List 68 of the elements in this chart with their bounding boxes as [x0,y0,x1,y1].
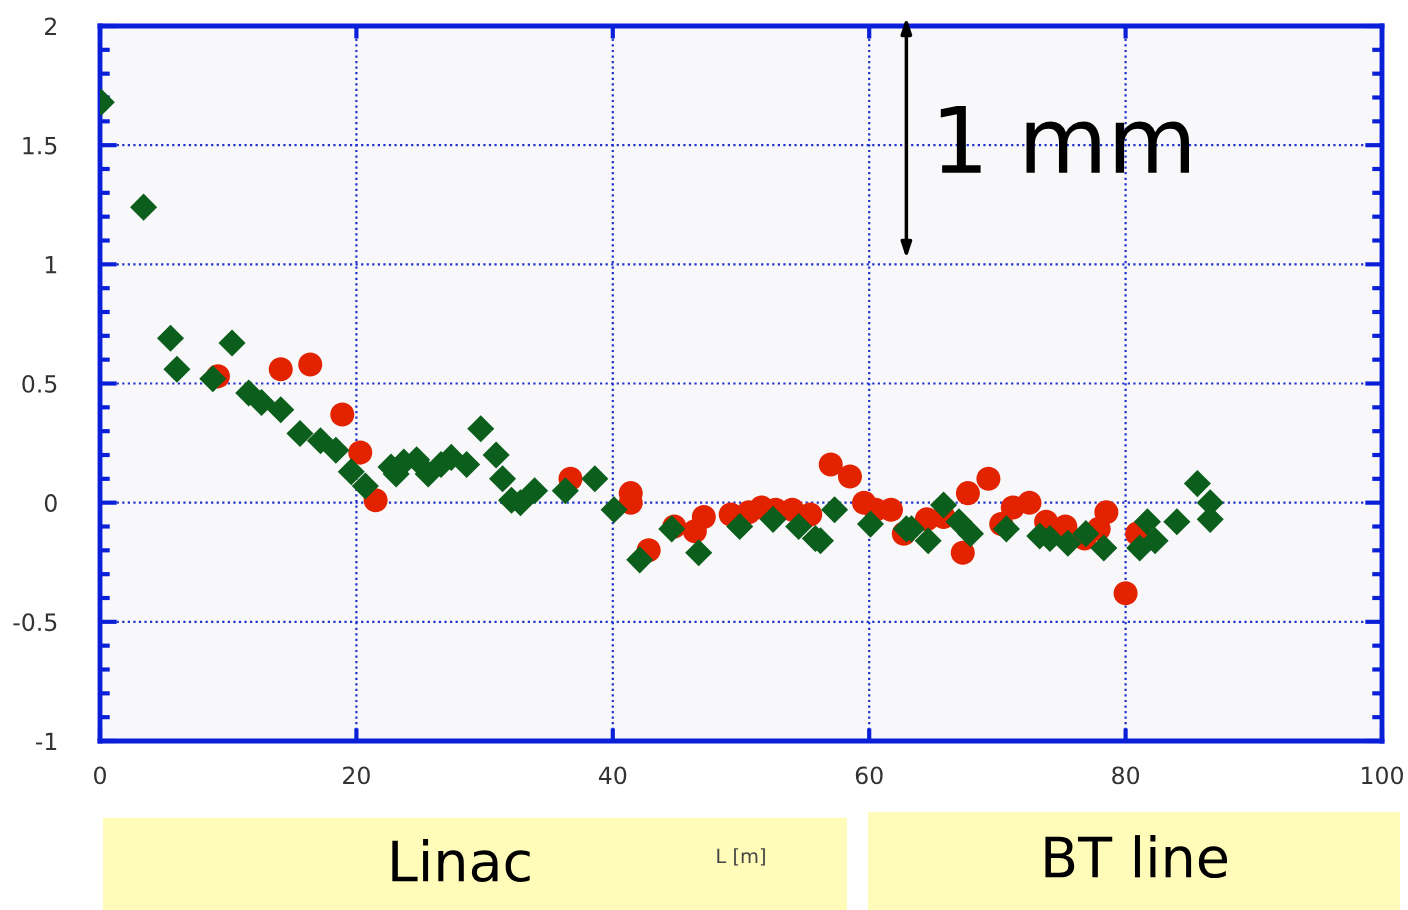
point [685,539,713,567]
y-tick-label: -0.5 [13,613,57,632]
point [1090,534,1118,562]
point [1141,527,1169,555]
point [914,527,942,555]
point [218,329,246,357]
point [286,420,314,448]
point [626,546,654,574]
point [1072,520,1100,548]
point [348,440,373,465]
point [992,515,1020,543]
point [453,451,481,479]
x-tick-label: 40 [598,766,627,785]
x-tick-label: 100 [1362,766,1403,785]
point [482,441,510,469]
point [856,510,885,538]
point [163,355,191,383]
point [521,477,549,505]
point [976,466,1001,491]
point [337,458,365,486]
point [955,481,980,506]
point [1094,500,1119,525]
point [199,365,227,393]
point [156,324,185,352]
point [1113,581,1138,606]
point [759,505,787,533]
point [600,496,628,524]
point [581,465,609,493]
point [1054,529,1082,557]
point [1133,508,1161,536]
point [298,352,323,377]
x-tick-label: 60 [855,766,883,785]
point [1183,470,1211,498]
point [351,472,379,500]
x-axis-title: L [m] [717,848,765,866]
point [267,396,295,424]
y-tick-label: 1 [45,256,57,274]
point [1017,490,1042,515]
point [306,427,335,455]
point [956,520,985,548]
point [821,496,849,524]
x-tick-label: 20 [343,766,370,785]
point [247,389,276,417]
point [467,415,495,443]
point [268,357,293,382]
text: Linac [392,839,530,883]
y-tick-label: 2 [45,17,56,35]
annotation: 1 mm [940,106,1189,173]
point [130,193,158,221]
point [691,504,716,529]
point [950,540,975,565]
y-tick-label: -1 [35,732,57,750]
text: BT line [1045,835,1228,879]
y-tick-label: 0 [44,494,57,512]
point [489,465,517,493]
point [551,477,579,505]
point [930,491,958,519]
x-tick-label: 0 [94,766,106,785]
point [837,464,862,489]
point [785,512,813,541]
y-tick-label: 0.5 [22,374,57,393]
y-tick-label: 1.5 [23,136,57,155]
point [1163,508,1191,536]
point [322,436,350,464]
x-tick-label: 80 [1112,766,1140,785]
point [330,402,355,427]
point [726,512,754,541]
point [818,452,843,477]
